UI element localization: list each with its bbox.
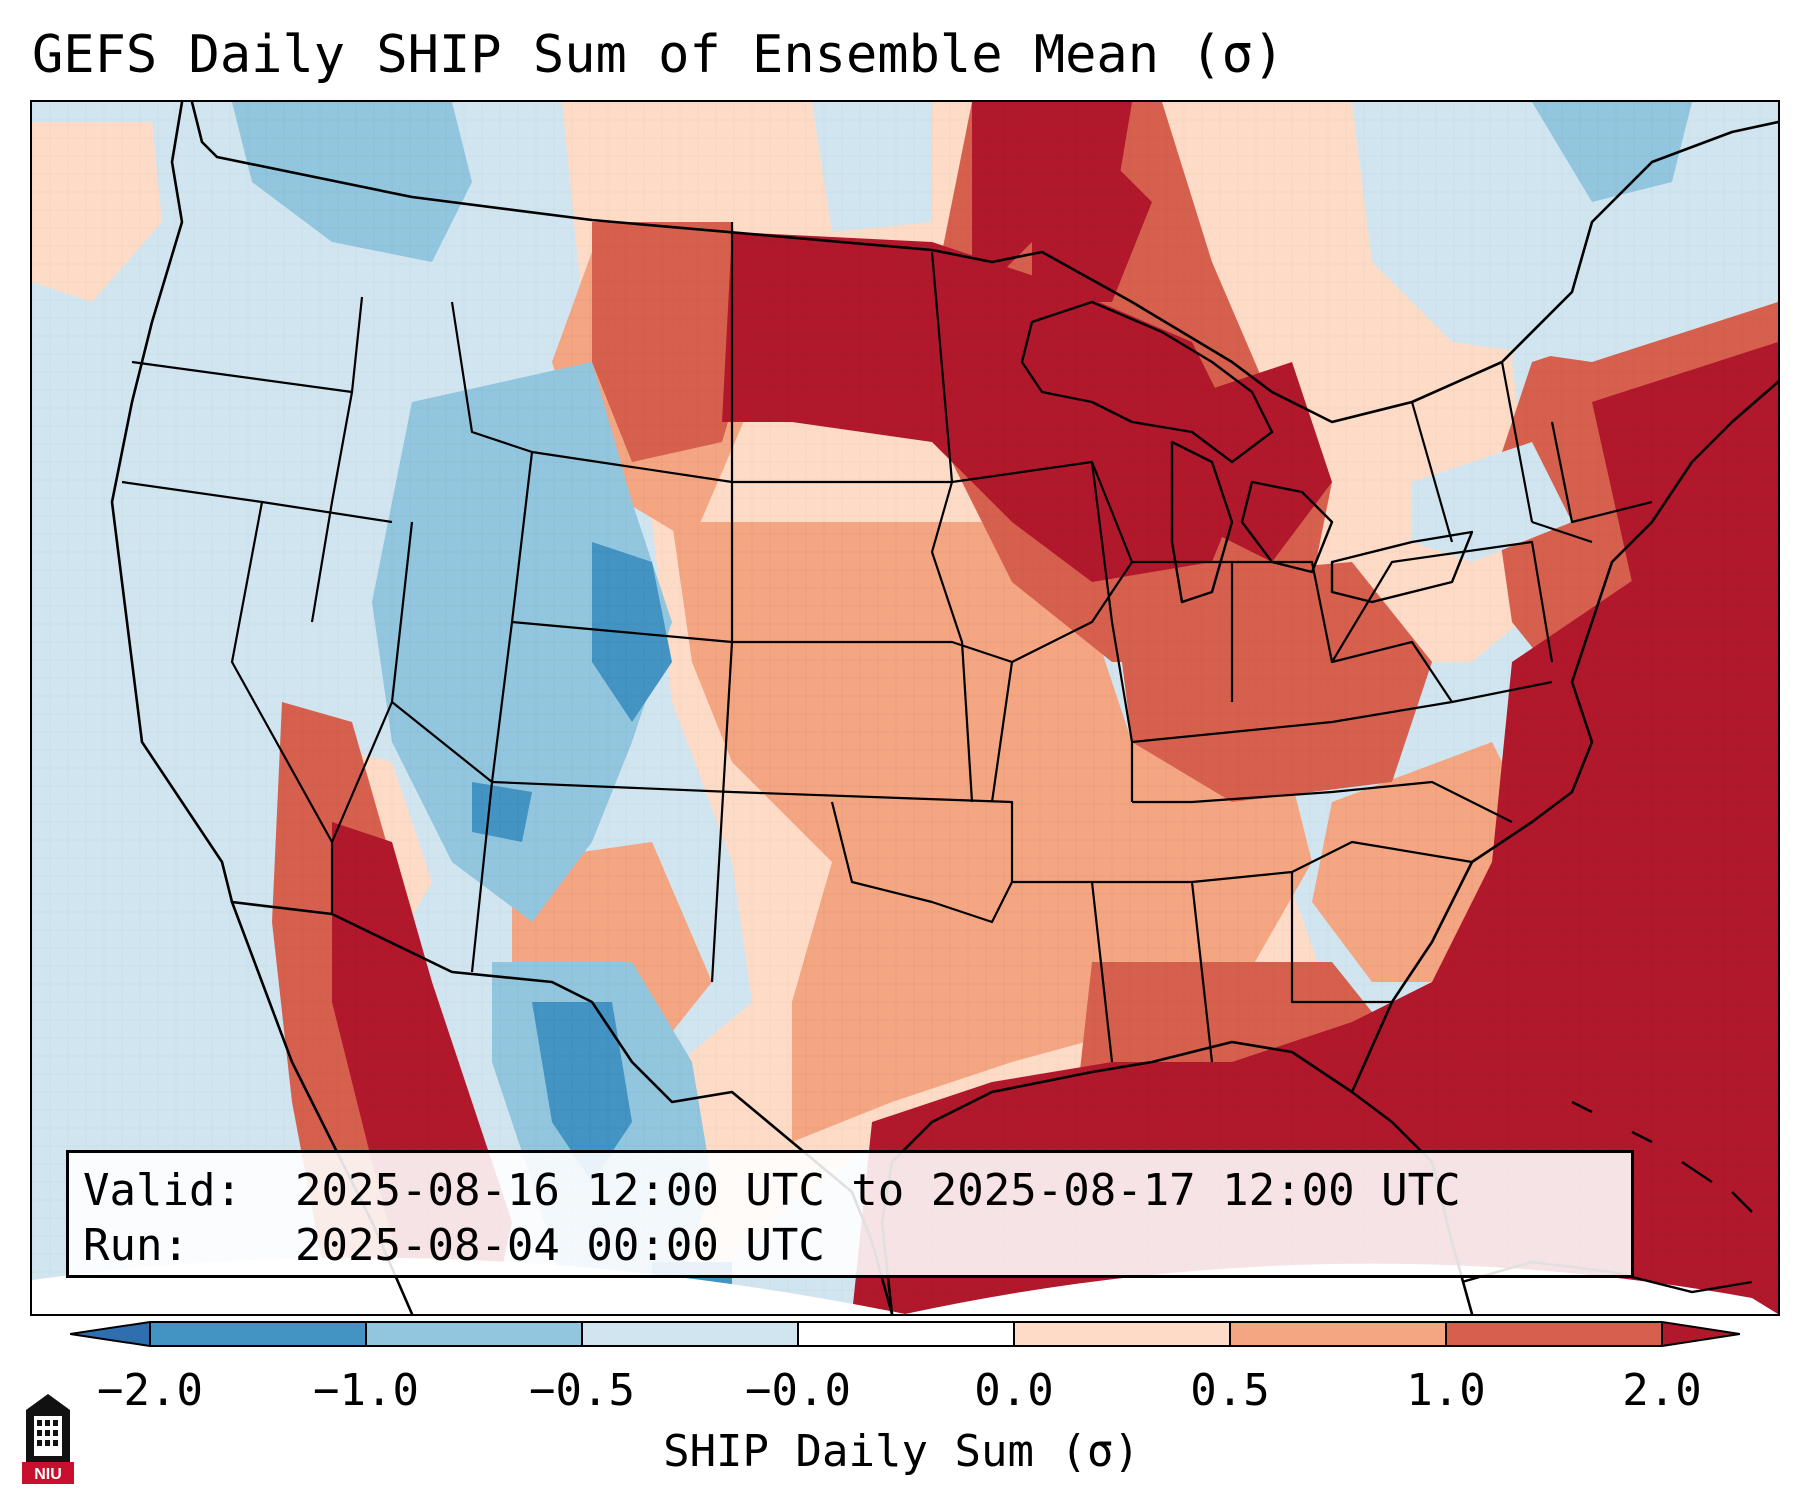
colorbar-bin [1230, 1322, 1446, 1346]
niu-logo-icon: NIU [22, 1394, 74, 1484]
chart-title: GEFS Daily SHIP Sum of Ensemble Mean (σ) [32, 25, 1285, 85]
colorbar-tick-label: −1.0 [313, 1365, 419, 1416]
colorbar-tick-label: 2.0 [1622, 1365, 1702, 1416]
colorbar-ticks: −2.0 −1.0 −0.5 −0.0 0.0 0.5 1.0 2.0 [0, 1363, 1803, 1423]
colorbar-tick-label: −0.5 [529, 1365, 635, 1416]
run-value: 2025-08-04 00:00 UTC [295, 1220, 825, 1271]
colorbar-extend-over [1662, 1322, 1740, 1346]
colorbar-tick-label: 1.0 [1406, 1365, 1486, 1416]
run-label: Run: [83, 1220, 189, 1271]
info-box: Valid: 2025-08-16 12:00 UTC to 2025-08-17… [66, 1150, 1634, 1278]
logo-text: NIU [34, 1466, 62, 1483]
colorbar-bin [366, 1322, 582, 1346]
coastline [110, 102, 414, 1314]
great-lakes [1330, 530, 1474, 604]
map-panel [30, 100, 1780, 1316]
valid-row: Valid: 2025-08-16 12:00 UTC to 2025-08-17… [83, 1163, 1617, 1218]
run-row: Run: 2025-08-04 00:00 UTC [83, 1218, 1617, 1273]
colorbar-bin [798, 1322, 1014, 1346]
colorbar-svg [69, 1321, 1741, 1347]
valid-value: 2025-08-16 12:00 UTC to 2025-08-17 12:00… [295, 1165, 1461, 1216]
niu-tower-logo: NIU [20, 1392, 76, 1484]
coastline [1571, 1100, 1753, 1213]
colorbar-bin [1014, 1322, 1230, 1346]
colorbar-bin [150, 1322, 366, 1346]
colorbar-tick-label: −2.0 [97, 1365, 203, 1416]
colorbar-tick-label: −0.0 [745, 1365, 851, 1416]
great-lakes [1240, 480, 1334, 574]
colorbar-tick-label: 0.0 [974, 1365, 1054, 1416]
map-canvas [32, 102, 1778, 1314]
colorbar-label: SHIP Daily Sum (σ) [663, 1426, 1140, 1477]
great-lakes [1020, 300, 1274, 464]
coastline [1350, 380, 1778, 1094]
colorbar-extend-under [70, 1322, 150, 1346]
colorbar-tick-label: 0.5 [1190, 1365, 1270, 1416]
colorbar [69, 1319, 1741, 1353]
state-boundaries [121, 222, 1653, 1063]
colorbar-bin [1446, 1322, 1662, 1346]
country-border [190, 102, 1778, 424]
valid-label: Valid: [83, 1165, 242, 1216]
great-lakes [1170, 440, 1234, 604]
colorbar-bin [582, 1322, 798, 1346]
